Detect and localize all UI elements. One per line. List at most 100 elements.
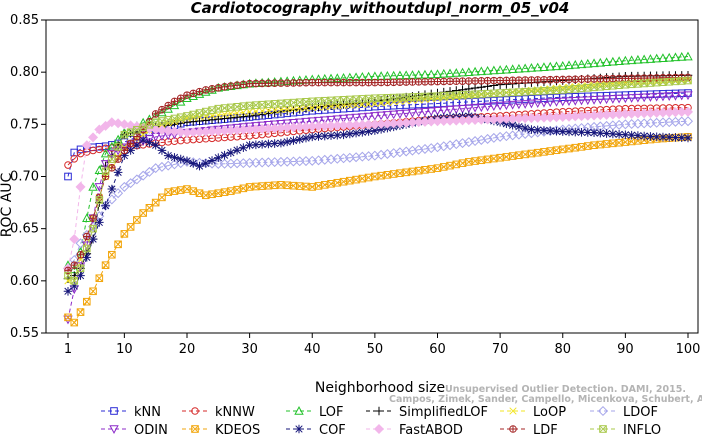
- data-point: [220, 110, 229, 118]
- data-point: [407, 109, 418, 118]
- data-point: [576, 96, 587, 106]
- data-point: [382, 111, 393, 120]
- data-point: [609, 74, 617, 83]
- data-point: [571, 143, 580, 152]
- legend-item-knnw: kNNW: [182, 405, 255, 420]
- data-point: [101, 167, 110, 176]
- data-point: [120, 151, 129, 160]
- data-point: [320, 131, 330, 141]
- data-point: [276, 120, 286, 129]
- data-point: [207, 115, 217, 125]
- data-point: [207, 84, 217, 94]
- data-point: [507, 64, 518, 74]
- data-point: [294, 118, 305, 128]
- data-point: [501, 101, 512, 111]
- data-point: [590, 75, 598, 83]
- data-point: [583, 75, 592, 83]
- data-point: [421, 166, 429, 174]
- data-point: [496, 76, 504, 85]
- data-point: [664, 132, 674, 142]
- data-point: [465, 77, 473, 85]
- data-point: [139, 209, 147, 217]
- data-point: [514, 100, 524, 110]
- data-point: [119, 181, 130, 192]
- legend-label: LOF: [319, 405, 344, 420]
- data-point: [457, 104, 468, 114]
- data-point: [508, 152, 517, 160]
- data-point: [426, 69, 436, 79]
- data-point: [82, 297, 91, 306]
- data-point: [64, 172, 72, 181]
- data-point: [307, 132, 317, 142]
- data-point: [289, 105, 298, 115]
- data-point: [283, 105, 291, 113]
- data-point: [175, 127, 186, 138]
- data-point: [633, 54, 643, 64]
- data-point: [220, 82, 229, 91]
- data-point: [564, 97, 574, 107]
- data-point: [106, 117, 117, 128]
- legend-item-ldof: LDOF: [590, 405, 658, 420]
- data-point: [501, 64, 512, 74]
- data-point: [601, 57, 612, 67]
- data-point: [257, 121, 267, 131]
- legend-item-kdeos: KDEOS: [182, 423, 260, 434]
- data-point: [183, 91, 191, 99]
- x-tick-label: 1: [64, 342, 72, 357]
- data-point: [76, 250, 85, 259]
- data-point: [377, 171, 385, 180]
- legend-marker: [191, 407, 199, 415]
- data-point: [289, 136, 298, 145]
- data-point: [633, 93, 643, 103]
- data-point: [645, 93, 656, 102]
- data-point: [345, 99, 355, 109]
- data-point: [432, 106, 443, 116]
- data-point: [533, 76, 542, 84]
- data-point: [252, 79, 260, 88]
- data-point: [490, 76, 498, 85]
- data-point: [226, 113, 236, 123]
- data-point: [151, 110, 160, 118]
- y-tick-label: 0.55: [10, 326, 39, 341]
- y-tick-label: 0.60: [10, 274, 39, 289]
- data-point: [163, 151, 173, 160]
- data-point: [664, 52, 674, 62]
- data-point: [64, 271, 72, 280]
- data-point: [615, 81, 623, 90]
- data-point: [596, 128, 605, 138]
- data-point: [389, 78, 398, 87]
- data-point: [614, 94, 624, 104]
- data-point: [445, 105, 455, 115]
- data-point: [658, 92, 668, 102]
- data-point: [352, 95, 360, 103]
- data-point: [545, 126, 555, 136]
- data-point: [495, 101, 505, 111]
- data-point: [308, 103, 316, 112]
- data-point: [126, 223, 135, 231]
- data-point: [545, 61, 555, 71]
- data-point: [470, 66, 480, 76]
- data-point: [395, 110, 405, 119]
- legend-item-lof: LOF: [286, 405, 344, 420]
- data-point: [170, 153, 179, 162]
- data-point: [383, 78, 392, 87]
- data-point: [608, 129, 618, 139]
- data-point: [595, 95, 606, 105]
- data-point: [626, 94, 637, 103]
- data-point: [276, 107, 286, 117]
- data-point: [106, 194, 117, 205]
- data-point: [114, 155, 122, 163]
- data-point: [570, 59, 581, 69]
- y-tick-label: 0.75: [10, 117, 39, 132]
- data-point: [521, 87, 529, 96]
- legend-marker: [110, 407, 118, 415]
- legend-label: ODIN: [134, 423, 168, 434]
- data-point: [482, 102, 493, 112]
- data-point: [682, 106, 694, 117]
- data-point: [194, 89, 205, 98]
- data-point: [327, 78, 335, 87]
- data-point: [646, 79, 655, 87]
- data-point: [214, 104, 223, 113]
- data-point: [639, 54, 649, 64]
- data-point: [565, 75, 573, 84]
